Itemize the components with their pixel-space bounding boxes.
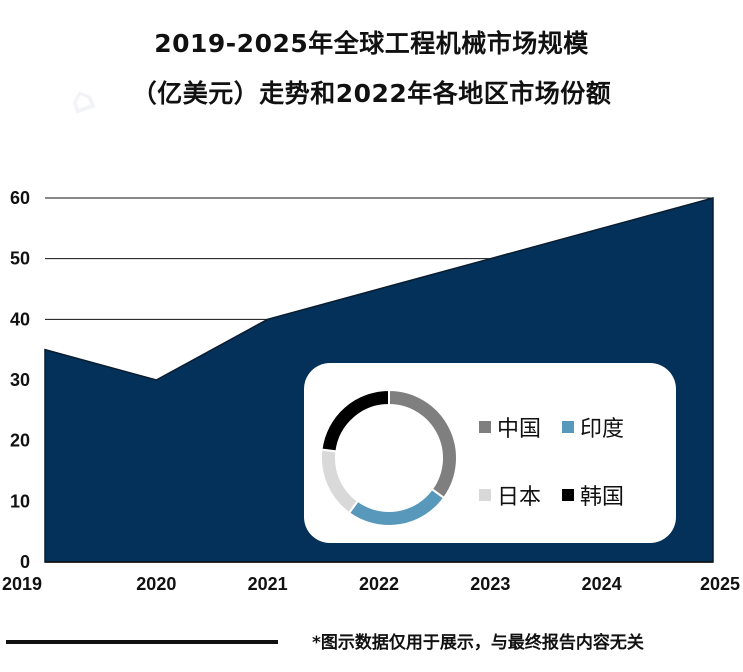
donut-chart [320, 388, 458, 527]
legend-swatch-japan [479, 489, 491, 501]
y-tick-label: 50 [10, 249, 30, 269]
legend-label-japan: 日本 [497, 485, 542, 510]
chart-title-line-2: （亿美元）走势和2022年各地区市场份额 [131, 79, 612, 108]
chart-title-line-1: 2019-2025年全球工程机械市场规模 [154, 29, 589, 58]
x-tick-label: 2024 [582, 574, 622, 594]
donut-slice-1 [388, 388, 458, 500]
donut-slice-2 [347, 487, 446, 527]
y-tick-label: 40 [10, 309, 30, 329]
x-tick-label: 2019 [2, 574, 42, 594]
y-tick-label: 0 [20, 552, 30, 572]
legend-swatch-china [479, 421, 491, 433]
legend-label-india: 印度 [580, 417, 625, 442]
y-tick-label: 60 [10, 188, 30, 208]
donut-slice-3 [320, 448, 360, 515]
legend-label-china: 中国 [497, 417, 542, 442]
legend-item-china: 中国 [479, 411, 541, 443]
y-tick-label: 10 [10, 491, 30, 511]
donut-panel: 中国 印度 日本 韩国 [304, 363, 676, 543]
legend-label-korea: 韩国 [580, 485, 625, 510]
legend-swatch-korea [562, 489, 574, 501]
y-tick-label: 20 [10, 431, 30, 451]
legend-swatch-india [562, 421, 574, 433]
legend-item-japan: 日本 [479, 479, 541, 511]
x-tick-label: 2025 [700, 574, 740, 594]
footer-note: *图示数据仅用于展示，与最终报告内容无关 [312, 633, 644, 653]
footer-rule [6, 640, 278, 644]
legend-item-india: 印度 [562, 411, 624, 443]
x-tick-label: 2021 [248, 574, 288, 594]
y-axis-ticks: 0 10 20 30 40 50 60 [10, 188, 30, 572]
y-tick-label: 30 [10, 370, 30, 390]
x-tick-label: 2022 [359, 574, 399, 594]
x-axis-ticks: 2019 2020 2021 2022 2023 2024 2025 [2, 574, 740, 594]
legend-item-korea: 韩国 [562, 479, 624, 511]
donut-slice-4 [320, 388, 390, 453]
x-tick-label: 2020 [136, 574, 176, 594]
x-tick-label: 2023 [470, 574, 510, 594]
